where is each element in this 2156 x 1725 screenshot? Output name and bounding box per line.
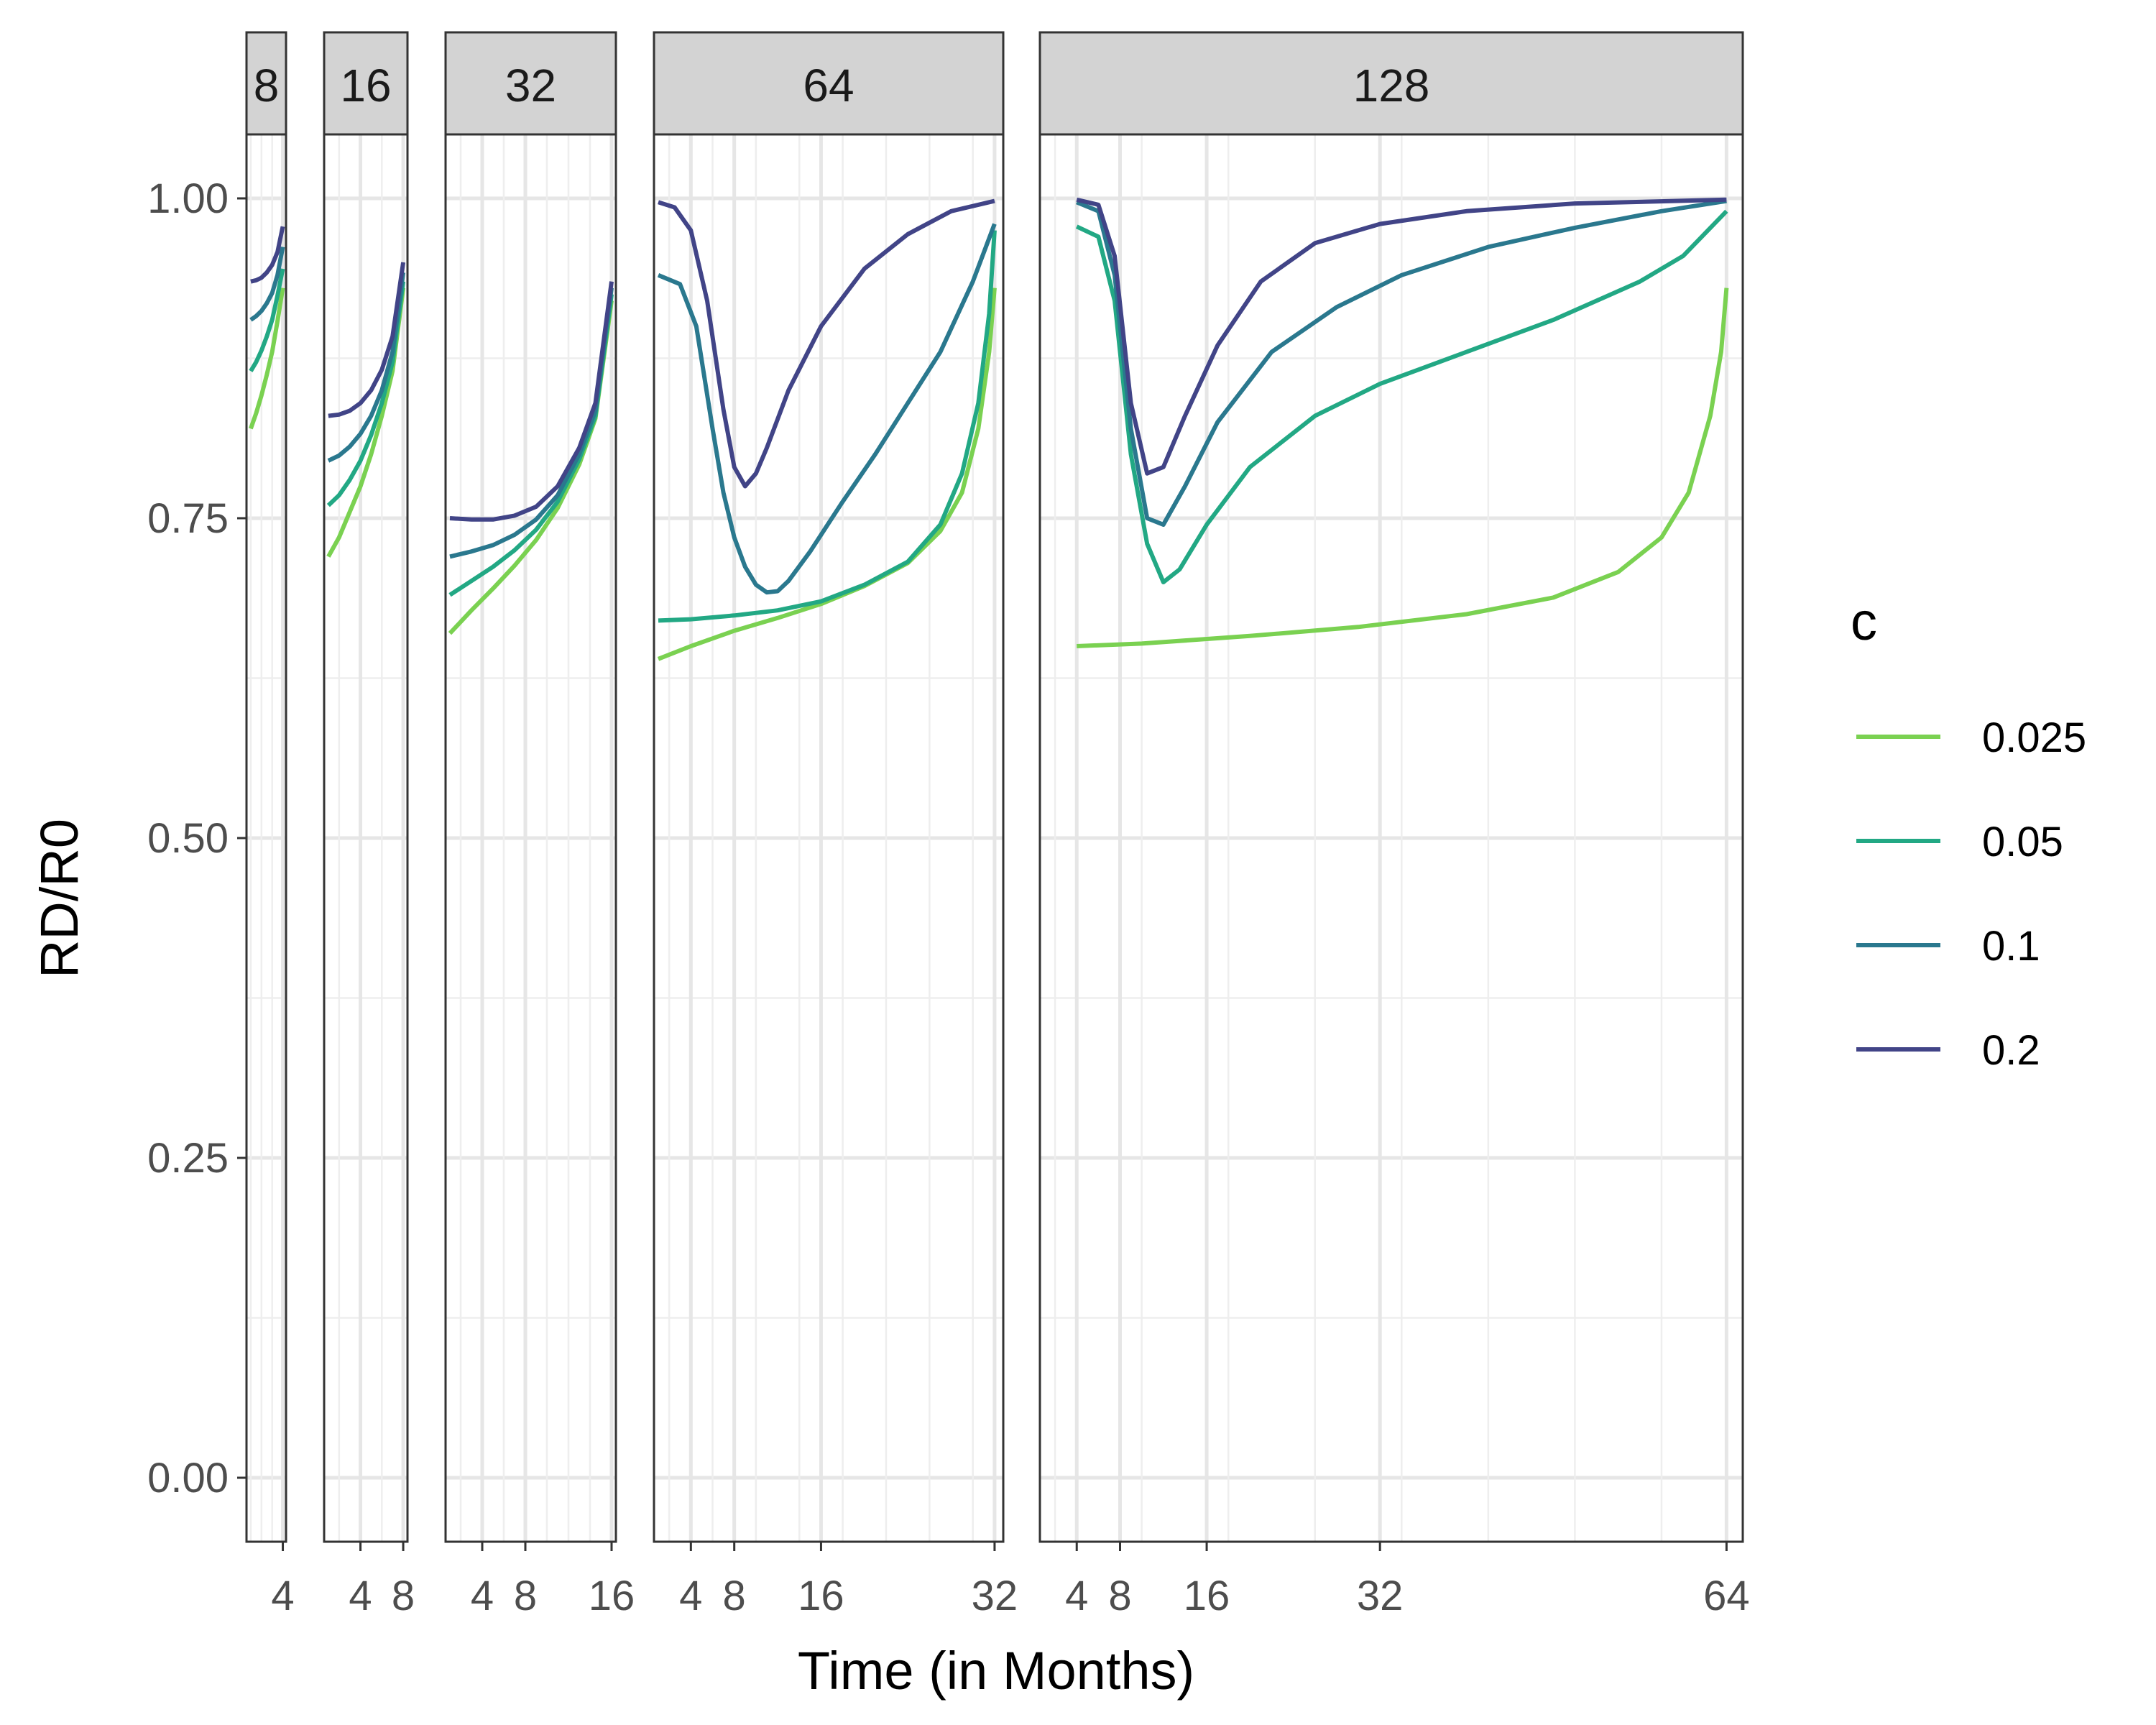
x-tick-label: 8 [1108,1573,1131,1619]
y-tick-label: 1.00 [147,175,229,222]
series-line-0.05 [326,281,406,507]
x-tick-label: 16 [798,1573,844,1619]
facet-strip [444,31,617,136]
x-tick-label: 4 [679,1573,702,1619]
series-line-0.1 [1076,198,1727,527]
x-tick-label: 64 [1703,1573,1750,1619]
legend-label: 0.025 [1982,714,2086,761]
y-tick-label: 0.25 [147,1135,229,1182]
series-line-0.2 [1076,197,1727,476]
facet-strip [1038,31,1744,136]
facet-strip [245,31,287,136]
legend-item-0.1: 0.1 [1856,923,2040,970]
series-line-0.025 [326,288,406,558]
legend-item-0.05: 0.05 [1856,819,2063,865]
series-line-0.2 [658,198,995,489]
facet-strip [323,31,409,136]
facet-panel-64: 64 4 8 16 32 [653,31,1018,1619]
legend: c 0.025 0.05 0.1 0.2 [1851,592,2086,1074]
facet-strip-label: 8 [254,60,280,111]
facet-strip-label: 128 [1353,60,1430,111]
facet-strip-label: 16 [340,60,391,111]
x-tick-label: 8 [723,1573,746,1619]
series-line-0.1 [449,288,614,559]
legend-label: 0.1 [1982,923,2040,970]
x-tick-label: 16 [589,1573,635,1619]
series-line-0.025 [1077,288,1729,648]
y-tick-label: 0.00 [147,1455,229,1501]
legend-item-0.2: 0.2 [1856,1027,2040,1074]
legend-label: 0.05 [1982,819,2063,865]
y-tick-label: 0.75 [147,495,229,542]
facet-strip-label: 64 [803,60,854,111]
x-tick-label: 8 [392,1573,415,1619]
legend-title: c [1851,592,1877,651]
series-line-0.025 [249,288,285,430]
series-line-0.2 [250,226,285,284]
legend-label: 0.2 [1982,1027,2040,1074]
y-axis-title: RD/R0 [29,819,89,978]
x-tick-label: 8 [514,1573,537,1619]
legend-item-0.025: 0.025 [1856,714,2086,761]
x-tick-label: 4 [349,1573,372,1619]
series-line-0.1 [327,272,406,463]
series-line-0.05 [1075,209,1728,584]
x-tick-label: 16 [1184,1573,1230,1619]
x-axis-title: Time (in Months) [798,1641,1194,1701]
x-tick-label: 4 [471,1573,494,1619]
facet-panel-8: 84 [245,31,295,1619]
series-line-0.2 [328,262,406,418]
facet-panel-16: 164 8 [323,31,415,1619]
series-line-0.1 [249,247,285,322]
facet-strip [653,31,1005,136]
facet-strip-label: 32 [505,60,556,111]
series-line-0.05 [658,230,997,623]
facet-panel-128: 128 4 8 16 32 64 [1038,31,1750,1619]
facet-panel-32: 32 4 8 16 [444,31,635,1619]
x-tick-label: 4 [1065,1573,1088,1619]
x-tick-label: 32 [972,1573,1018,1619]
series-line-0.05 [249,268,285,372]
x-tick-label: 32 [1357,1573,1404,1619]
x-tick-label: 4 [271,1573,294,1619]
y-axis: 0.00 0.25 0.50 0.75 1.00 [147,175,247,1501]
series-line-0.1 [657,223,997,595]
y-tick-label: 0.50 [147,815,229,862]
series-line-0.2 [449,281,614,522]
